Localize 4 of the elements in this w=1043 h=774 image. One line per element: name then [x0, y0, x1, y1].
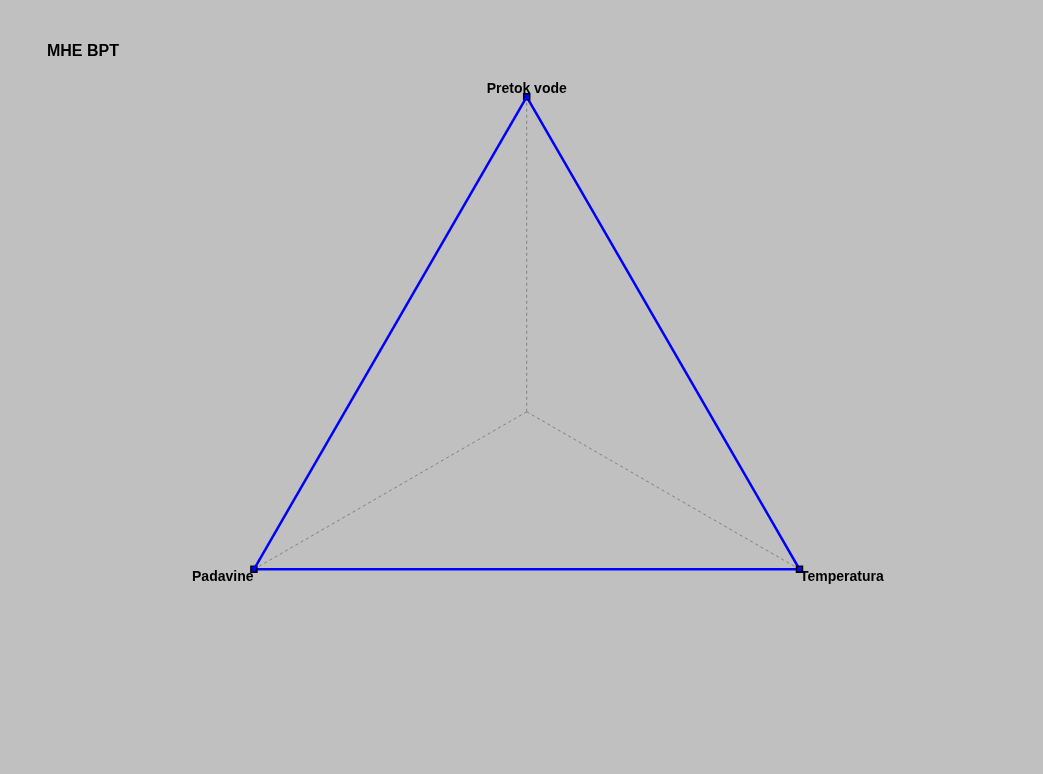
spoke-label: Pretok vode: [486, 80, 567, 97]
chart-title: MHE BPT: [46, 41, 120, 59]
spoke-label: Temperatura: [799, 567, 884, 584]
spoke-label: Padavine: [192, 567, 254, 584]
